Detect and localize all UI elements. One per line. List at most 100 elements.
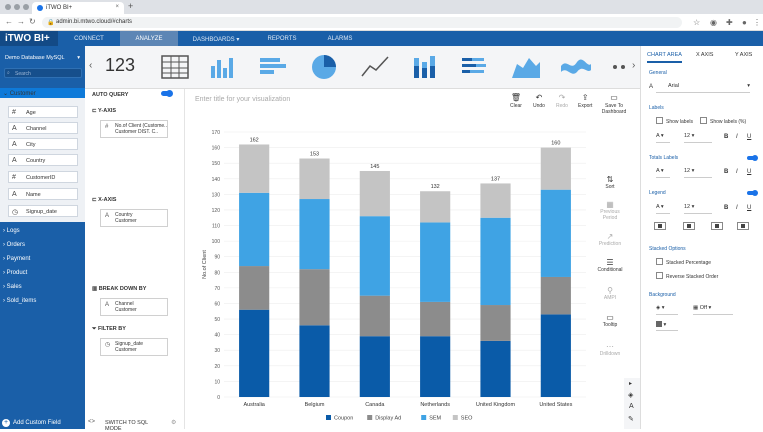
table-group-logs[interactable]: › Logs	[3, 228, 20, 234]
scroll-right-icon[interactable]: ›	[632, 60, 636, 71]
field-item[interactable]: A City	[8, 138, 78, 150]
label-font-color-select[interactable]: A ▾	[656, 133, 670, 143]
bar-chart-icon[interactable]	[256, 50, 290, 84]
app-logo[interactable]: iTWO BI+	[0, 31, 58, 46]
stacked-percentage-checkbox[interactable]: Stacked Percentage	[656, 258, 711, 266]
window-maximize-dot[interactable]	[23, 4, 29, 10]
field-item[interactable]: # CustomerID	[8, 171, 78, 183]
sort-tool[interactable]: ⇅ Sort	[596, 175, 624, 190]
database-select[interactable]: Demo Database MySQL ▾	[2, 53, 82, 64]
table-chart-icon[interactable]	[158, 50, 192, 84]
forward-icon[interactable]: →	[17, 17, 25, 26]
redo-button[interactable]: ↷ Redo	[556, 93, 568, 109]
profile-icon[interactable]: ●	[742, 18, 747, 27]
pencil-icon[interactable]: ✎	[628, 416, 634, 423]
background-pattern-select[interactable]: ▦ Off ▾	[693, 305, 733, 315]
nav-dashboards[interactable]: DASHBOARDS ▾	[192, 37, 240, 43]
prediction-tool[interactable]: ↗ Prediction	[596, 232, 624, 247]
totals-font-color-select[interactable]: A ▾	[656, 168, 670, 178]
number-chart-option[interactable]: 123	[105, 55, 136, 75]
stacked-bar-chart-icon[interactable]	[458, 50, 492, 84]
undo-button[interactable]: ↶ Undo	[533, 93, 545, 109]
text-style-icon[interactable]: A	[629, 403, 634, 410]
fill-bucket-icon[interactable]: ◈	[628, 392, 634, 399]
extension-icon[interactable]: ◉	[710, 18, 717, 27]
column-chart-icon[interactable]	[206, 50, 240, 84]
caret-right-icon[interactable]: ▸	[629, 381, 633, 387]
new-tab-icon[interactable]: +	[128, 1, 134, 11]
field-item[interactable]: # Age	[8, 106, 78, 118]
y-axis-item[interactable]: # No.of Client (Custome.. Customer DIST. C…	[100, 120, 168, 138]
table-group-product[interactable]: › Product	[3, 270, 28, 276]
bold-button[interactable]: B	[724, 169, 729, 175]
stacked-column-chart-icon[interactable]	[408, 50, 442, 84]
show-labels-checkbox[interactable]: Show labels	[656, 117, 693, 125]
search-input[interactable]: ⌕ Search	[4, 68, 82, 78]
legend-font-color-select[interactable]: A ▾	[656, 204, 670, 214]
area-chart-icon[interactable]	[509, 50, 543, 84]
conditional-tool[interactable]: ☰ Conditional	[597, 258, 623, 273]
reverse-stacked-checkbox[interactable]: Reverse Stacked Order	[656, 272, 718, 280]
reload-icon[interactable]: ↻	[29, 17, 36, 26]
font-select[interactable]: Arial ▾	[656, 83, 750, 93]
tab-chart-area[interactable]: CHART AREA	[647, 52, 682, 63]
totals-size-select[interactable]: 12 ▾	[684, 168, 712, 178]
table-group-sales[interactable]: › Sales	[3, 284, 22, 290]
save-to-dashboard-button[interactable]: ▭ Save To Dashboard	[601, 93, 627, 115]
tooltip-tool[interactable]: ▭ Tooltip	[596, 313, 624, 328]
export-button[interactable]: ⇪ Export	[578, 93, 593, 109]
code-toggle-icon[interactable]: <>	[88, 419, 96, 425]
url-field[interactable]: 🔒 admin.bi.mtwo.cloud/#charts	[42, 17, 682, 28]
italic-button[interactable]: I	[736, 205, 738, 211]
field-item[interactable]: A Name	[8, 188, 78, 200]
ampi-tool[interactable]: ⚲ AMPI	[596, 286, 624, 301]
label-size-select[interactable]: 12 ▾	[684, 133, 712, 143]
clear-button[interactable]: 🗑 Clear	[510, 93, 522, 109]
legend-size-select[interactable]: 12 ▾	[684, 204, 712, 214]
legend-position-right-icon[interactable]	[711, 222, 723, 230]
auto-query-toggle[interactable]	[161, 90, 173, 97]
pie-chart-icon[interactable]	[307, 50, 341, 84]
previous-period-tool[interactable]: ▦ Previous Period	[596, 200, 624, 221]
field-item[interactable]: ◷ Signup_date	[8, 205, 78, 217]
totals-labels-toggle[interactable]	[747, 154, 758, 161]
more-charts-icon[interactable]	[603, 50, 637, 84]
field-item[interactable]: A Country	[8, 154, 78, 166]
window-minimize-dot[interactable]	[14, 4, 20, 10]
break-down-item[interactable]: A Channel Customer	[100, 298, 168, 316]
nav-reports[interactable]: REPORTS	[267, 36, 297, 42]
italic-button[interactable]: I	[736, 169, 738, 175]
background-color-select[interactable]: ▾	[656, 321, 678, 331]
underline-button[interactable]: U	[747, 134, 752, 140]
back-icon[interactable]: ←	[5, 17, 13, 26]
nav-connect[interactable]: CONNECT	[74, 36, 104, 42]
close-tab-icon[interactable]: ×	[115, 4, 119, 10]
extensions-puzzle-icon[interactable]: ✚	[726, 18, 733, 27]
visualization-title-input[interactable]: Enter title for your visualization	[195, 96, 291, 103]
bookmark-icon[interactable]: ☆	[693, 18, 701, 27]
bold-button[interactable]: B	[724, 205, 729, 211]
menu-dots-icon[interactable]: ⋮	[753, 18, 761, 27]
switch-to-sql-button[interactable]: SWITCH TO SQL MODE	[105, 420, 148, 432]
settings-icon[interactable]: ⚙	[171, 420, 177, 426]
legend-position-top-icon[interactable]	[683, 222, 695, 230]
nav-analyze[interactable]: ANALYZE	[120, 31, 178, 46]
underline-button[interactable]: U	[747, 169, 752, 175]
table-group-sold-items[interactable]: › Sold_items	[3, 298, 37, 304]
font-color-icon[interactable]: A	[649, 84, 654, 90]
x-axis-item[interactable]: A Country Customer	[100, 209, 168, 227]
legend-toggle[interactable]	[747, 189, 758, 196]
show-labels-pct-checkbox[interactable]: Show labels (%)	[700, 117, 746, 125]
scroll-left-icon[interactable]: ‹	[89, 60, 93, 71]
italic-button[interactable]: I	[736, 134, 738, 140]
underline-button[interactable]: U	[747, 205, 752, 211]
bold-button[interactable]: B	[724, 134, 729, 140]
filter-item[interactable]: ◷ Signup_date Customer	[100, 338, 168, 356]
customer-table-header[interactable]: ⌄ Customer	[0, 88, 85, 98]
tab-y-axis[interactable]: Y AXIS	[735, 52, 753, 58]
field-item[interactable]: A Channel	[8, 122, 78, 134]
add-custom-field-button[interactable]: + Add Custom Field	[0, 416, 85, 429]
stream-chart-icon[interactable]	[559, 50, 593, 84]
tab-x-axis[interactable]: X AXIS	[696, 52, 714, 58]
browser-tab[interactable]: iTWO BI+ ×	[32, 2, 124, 14]
